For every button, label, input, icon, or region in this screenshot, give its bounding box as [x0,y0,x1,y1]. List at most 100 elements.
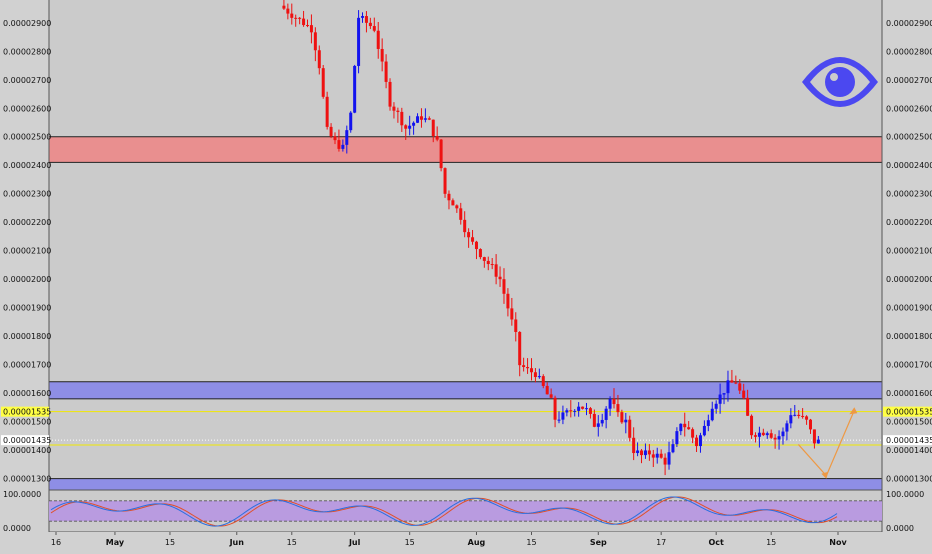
candle-body [781,431,785,437]
candle [282,0,286,10]
candle [467,228,471,248]
candle [302,10,306,27]
candle-body [801,415,805,417]
stochastic-signal-line [50,496,838,527]
candle [757,426,761,448]
candle-body [419,116,423,120]
arrow-head [821,471,829,479]
candle-body [702,425,706,436]
candle-body [643,450,647,456]
candle-body [463,219,467,233]
candle [510,297,514,326]
candle [384,54,388,89]
candle-body [769,433,773,438]
candle [388,78,392,111]
candle [600,413,604,427]
candle-body [730,380,734,383]
candle-body [557,419,561,421]
candle-body [565,410,569,413]
candle-body [345,130,349,145]
candle [349,111,353,133]
candle-body [317,50,321,69]
candle-body [640,450,644,456]
candle [628,415,632,442]
candle [765,431,769,439]
candle [549,388,553,399]
candle-body [675,431,679,445]
price-tick-label-right: 0.00001300 [886,475,932,484]
stochastic-tick-left: 100.0000 [3,490,41,499]
candle [596,415,600,437]
price-tick-label-left: 0.00001400 [3,446,51,455]
candle [726,370,730,402]
stochastic-tick-left: 0.0000 [3,524,31,533]
candle [691,427,695,444]
candle-body [431,119,435,137]
candle-body [805,416,809,420]
candle-body [282,5,286,9]
candle [290,3,294,25]
candle [577,402,581,417]
candle [526,358,530,374]
price-tick-label-left: 0.00002000 [3,275,51,284]
price-tick-label-right: 0.00001800 [886,332,932,341]
candle [671,439,675,454]
candle [695,434,699,452]
candle-body [714,403,718,409]
price-tick-label-right: 0.00002200 [886,218,932,227]
candle-body [459,208,463,220]
price-tick-label-left: 0.00001300 [3,475,51,484]
candle [706,414,710,432]
candle [329,123,333,139]
candle-body [526,367,530,369]
candle-body [447,193,451,201]
candle [502,268,506,304]
candle [789,408,793,429]
candle [808,418,812,434]
candle [612,388,616,409]
candle-body [647,450,651,455]
candle-body [600,419,604,424]
candle-body [361,16,365,18]
candle-body [439,139,443,169]
candle [380,38,384,72]
candle-body [294,17,298,19]
price-tick-label-right: 0.00002700 [886,76,932,85]
candle-body [616,404,620,413]
candle-body [569,410,573,412]
price-tick-label-left: 0.00001500 [3,418,51,427]
date-tick-label: Oct [708,538,724,547]
candle-body [372,26,376,31]
candle [294,14,298,27]
candle [738,379,742,395]
candle-body [628,419,632,438]
date-tick-label: Jul [348,538,361,547]
candle-body [408,125,412,129]
candle-body [353,65,357,113]
candle-body [396,110,400,112]
candle [400,107,404,132]
price-tick-label-left: 0.00002200 [3,218,51,227]
candle-body [608,398,612,409]
candle-body [286,8,290,14]
candle [333,132,337,145]
levels-layer [49,411,882,446]
level-tag-right [883,406,932,417]
candle [569,400,573,418]
candle [561,405,565,425]
candle-body [537,376,541,378]
candle [655,447,659,464]
candle-body [400,111,404,126]
candle-body [321,68,325,97]
candle-body [376,30,380,49]
candle [663,453,667,476]
candle-body [620,412,624,423]
candle [588,406,592,419]
candle [305,19,309,28]
candle [746,389,750,416]
candle-body [604,408,608,420]
candle-body [545,385,549,395]
candle [427,116,431,121]
price-tick-label-left: 0.00001700 [3,361,51,370]
